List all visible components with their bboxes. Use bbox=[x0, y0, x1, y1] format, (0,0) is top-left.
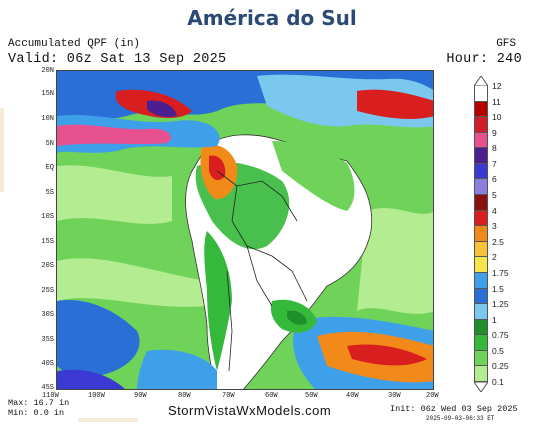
legend-label: 1.75 bbox=[492, 267, 509, 278]
legend-label: 2.5 bbox=[492, 236, 504, 247]
border-line-3 bbox=[246, 245, 273, 307]
lat-label-20n: 20N bbox=[41, 67, 54, 75]
pale-zone-east-pacific bbox=[57, 165, 172, 224]
legend-swatch bbox=[474, 272, 488, 289]
lat-label-25s: 25S bbox=[41, 287, 54, 295]
precipitation-map-svg bbox=[57, 71, 433, 389]
legend-swatch bbox=[474, 117, 488, 133]
legend-swatch bbox=[474, 366, 488, 382]
page-accent-left bbox=[0, 108, 4, 192]
legend-swatch bbox=[474, 241, 488, 258]
lon-label-50w: 50W bbox=[305, 392, 318, 400]
max-value: Max: 16.7 in bbox=[8, 398, 70, 408]
lat-label-5n: 5N bbox=[45, 140, 54, 148]
legend-label: 0.75 bbox=[492, 330, 509, 341]
legend-label: 7 bbox=[492, 158, 497, 169]
valid-time: Valid: 06z Sat 13 Sep 2025 bbox=[8, 52, 227, 67]
legend-swatch bbox=[474, 179, 488, 196]
min-value: Min: 0.0 in bbox=[8, 408, 65, 418]
legend-label: 0.5 bbox=[492, 345, 504, 356]
legend-swatch bbox=[474, 86, 488, 102]
rain-pacific-west bbox=[57, 300, 140, 378]
legend-swatch bbox=[474, 132, 488, 149]
rain-andes-strip bbox=[204, 231, 232, 371]
lat-label-40s: 40S bbox=[41, 360, 54, 368]
legend-swatch bbox=[474, 210, 488, 227]
brand-watermark: StormVistaWxModels.com bbox=[168, 403, 332, 418]
forecast-hour: Hour: 240 bbox=[446, 52, 522, 67]
rain-pacific-southwest bbox=[57, 369, 125, 389]
legend-label: 1.5 bbox=[492, 283, 504, 294]
legend-swatch bbox=[474, 304, 488, 320]
lat-label-10n: 10N bbox=[41, 115, 54, 123]
lat-label-15s: 15S bbox=[41, 238, 54, 246]
lon-label-80w: 80W bbox=[178, 392, 191, 400]
legend-label: 4 bbox=[492, 205, 497, 216]
legend-label: 6 bbox=[492, 174, 497, 185]
lat-label-eq: EQ bbox=[45, 164, 54, 172]
rain-itcz-purple bbox=[147, 100, 177, 118]
legend-bottom-arrow bbox=[474, 382, 488, 392]
legend-label: 9 bbox=[492, 127, 497, 138]
lon-label-60w: 60W bbox=[265, 392, 278, 400]
lon-label-100w: 100W bbox=[88, 392, 105, 400]
init-time: Init: 06z Wed 03 Sep 2025 bbox=[390, 404, 518, 414]
page-title: América do Sul bbox=[187, 6, 357, 30]
legend-label: 1.25 bbox=[492, 299, 509, 310]
model-name: GFS bbox=[496, 38, 516, 50]
rain-pacific-south bbox=[137, 349, 217, 389]
lon-label-40w: 40W bbox=[346, 392, 359, 400]
legend-label: 11 bbox=[492, 96, 501, 107]
rain-pacific-band bbox=[57, 124, 171, 146]
legend-top-arrow bbox=[474, 76, 488, 86]
border-line-1 bbox=[216, 170, 298, 222]
rain-atlantic-core bbox=[347, 344, 427, 366]
lat-label-15n: 15N bbox=[41, 90, 54, 98]
legend-swatch bbox=[474, 257, 488, 273]
lat-label-30s: 30S bbox=[41, 311, 54, 319]
border-line-5 bbox=[226, 270, 233, 372]
lon-label-110w: 110W bbox=[42, 392, 59, 400]
lon-label-70w: 70W bbox=[222, 392, 235, 400]
lat-label-45s: 45S bbox=[41, 384, 54, 392]
legend-label: 10 bbox=[492, 112, 502, 123]
lon-label-20w: 20W bbox=[426, 392, 439, 400]
legend-label: 12 bbox=[492, 81, 502, 91]
legend-swatch bbox=[474, 195, 488, 211]
precip-legend bbox=[474, 76, 488, 392]
legend-label: 5 bbox=[492, 190, 497, 201]
lat-label-10s: 10S bbox=[41, 213, 54, 221]
legend-swatch bbox=[474, 335, 488, 351]
legend-label: 1 bbox=[492, 314, 497, 325]
legend-label: 3 bbox=[492, 221, 497, 232]
legend-swatch bbox=[474, 101, 488, 118]
page-accent-bottom bbox=[78, 418, 138, 422]
legend-label: 2 bbox=[492, 252, 497, 263]
legend-label: 8 bbox=[492, 143, 497, 154]
product-label: Accumulated QPF (in) bbox=[8, 38, 141, 50]
border-line-4 bbox=[271, 255, 308, 302]
legend-label: 0.1 bbox=[492, 377, 504, 387]
rain-amazon-north bbox=[272, 141, 355, 211]
precipitation-map bbox=[56, 70, 434, 390]
rain-caribbean-heavy bbox=[357, 89, 433, 119]
country-borders bbox=[216, 170, 308, 372]
legend-swatch bbox=[474, 148, 488, 164]
lon-label-90w: 90W bbox=[134, 392, 147, 400]
border-line-2 bbox=[231, 185, 273, 257]
lat-label-20s: 20S bbox=[41, 262, 54, 270]
legend-swatch bbox=[474, 350, 488, 367]
lon-label-30w: 30W bbox=[388, 392, 401, 400]
pale-zone-atlantic bbox=[357, 208, 433, 314]
rain-uruguay bbox=[287, 310, 307, 325]
legend-swatch bbox=[474, 163, 488, 180]
legend-swatch bbox=[474, 226, 488, 242]
legend-label: 0.25 bbox=[492, 361, 509, 372]
lat-label-5s: 5S bbox=[45, 189, 54, 197]
legend-swatch bbox=[474, 288, 488, 305]
generated-time: 2025-09-03-06:33 ET bbox=[426, 415, 495, 422]
pale-zone-south-pacific bbox=[57, 258, 207, 307]
legend-swatch bbox=[474, 319, 488, 336]
lat-label-35s: 35S bbox=[41, 336, 54, 344]
